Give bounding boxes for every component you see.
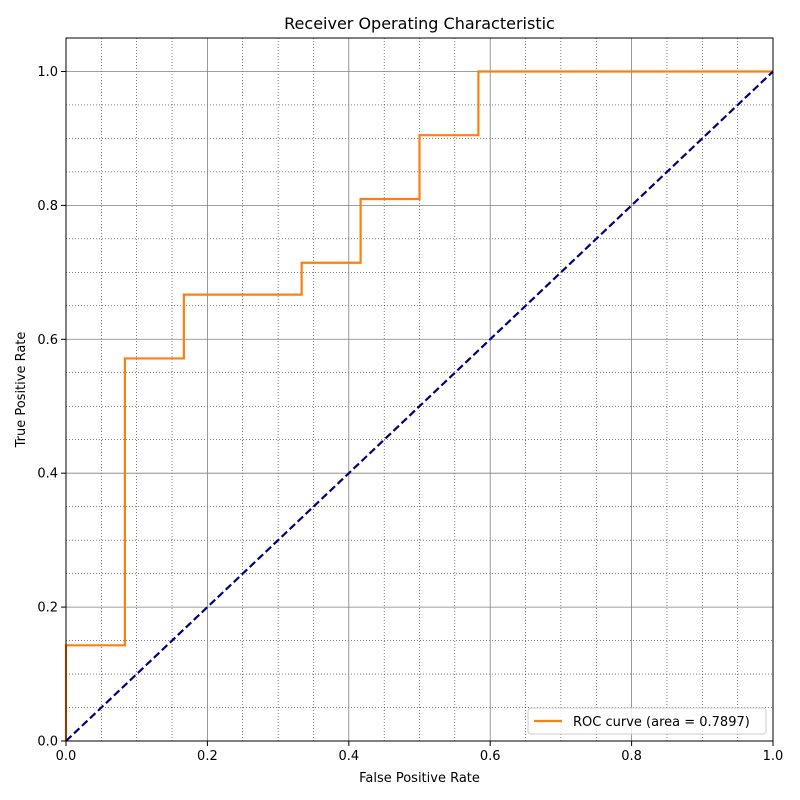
legend-entry-roc: ROC curve (area = 0.7897) xyxy=(573,715,750,730)
y-tick-label: 1.0 xyxy=(37,65,58,80)
y-axis-label: True Positive Rate xyxy=(14,332,29,449)
legend-box xyxy=(527,707,767,735)
x-tick-label: 1.0 xyxy=(763,749,784,764)
x-tick-label: 0.0 xyxy=(56,749,77,764)
x-axis-label: False Positive Rate xyxy=(359,771,480,786)
x-tick-label: 0.8 xyxy=(621,749,642,764)
chart-title: Receiver Operating Characteristic xyxy=(284,14,555,33)
series-layer xyxy=(64,70,774,742)
legend: ROC curve (area = 0.7897) xyxy=(527,707,767,735)
y-tick-label: 0.4 xyxy=(37,467,58,482)
chance-diagonal-line xyxy=(65,70,774,742)
y-tick-label: 0.0 xyxy=(37,735,58,750)
y-tick-label: 0.8 xyxy=(37,199,58,214)
plot-frame xyxy=(65,37,774,742)
y-tick-labels: 0.0 0.2 0.4 0.6 0.8 1.0 xyxy=(37,65,58,750)
y-tick-label: 0.6 xyxy=(37,333,58,348)
x-tick-label: 0.4 xyxy=(338,749,359,764)
x-tick-labels: 0.0 0.2 0.4 0.6 0.8 1.0 xyxy=(56,749,784,764)
x-tick-label: 0.6 xyxy=(480,749,501,764)
axis-ticks xyxy=(61,70,774,746)
x-tick-label: 0.2 xyxy=(197,749,218,764)
y-tick-label: 0.2 xyxy=(37,601,58,616)
roc-curve-line xyxy=(64,70,773,741)
